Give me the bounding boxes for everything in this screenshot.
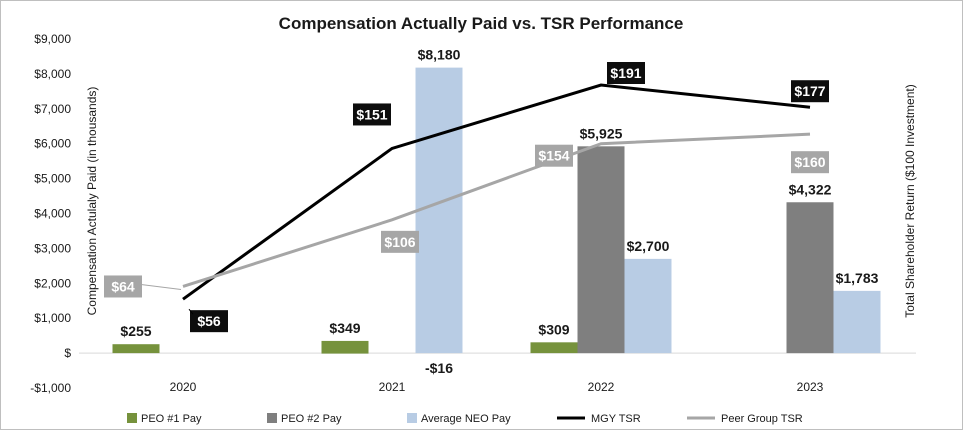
legend: PEO #1 Pay PEO #2 Pay Average NEO Pay MGY T… bbox=[127, 413, 803, 425]
peer-tsr-label-box bbox=[535, 144, 573, 167]
legend-label: PEO #1 Pay bbox=[141, 413, 202, 425]
mgy-tsr-label: $177 bbox=[794, 83, 825, 99]
legend-swatch bbox=[407, 413, 417, 423]
legend-label: PEO #2 Pay bbox=[281, 413, 342, 425]
x-tick-label: 2020 bbox=[170, 380, 197, 394]
peer-tsr-label: $160 bbox=[794, 154, 825, 170]
y-tick-label: $6,000 bbox=[34, 137, 71, 151]
y-tick-label: -$1,000 bbox=[30, 381, 71, 395]
mgy-tsr-label: $191 bbox=[610, 65, 641, 81]
bar-value-label: $349 bbox=[329, 320, 360, 336]
bar-peo-1-pay-2020 bbox=[112, 344, 160, 354]
mgy-tsr-label-box bbox=[607, 62, 645, 85]
legend-swatch bbox=[127, 413, 137, 423]
x-tick-label: 2021 bbox=[379, 380, 406, 394]
tsr-data-labels: $56 $151 $191 $177 $64 $106 $154 $160 bbox=[104, 62, 829, 333]
y-tick-label: $ bbox=[64, 346, 71, 360]
y-tick-label: $5,000 bbox=[34, 172, 71, 186]
y-tick-label: $8,000 bbox=[34, 67, 71, 81]
x-tick-label: 2023 bbox=[797, 380, 824, 394]
peer-tsr-label: $64 bbox=[111, 278, 135, 294]
bar-value-label: $309 bbox=[538, 321, 569, 337]
y-axis-ticks: -$1,000 $ $1,000 $2,000 $3,000 $4,000 $5,000 $6… bbox=[30, 32, 71, 395]
peer-tsr-label-box bbox=[104, 275, 142, 298]
leader-line bbox=[188, 308, 194, 315]
y-tick-label: $3,000 bbox=[34, 241, 71, 255]
x-axis-labels: 2020 2021 2022 2023 bbox=[170, 380, 824, 394]
peer-tsr-label-box bbox=[381, 230, 419, 253]
y-tick-label: $7,000 bbox=[34, 102, 71, 116]
peer-tsr-label-box bbox=[791, 151, 829, 174]
bar-data-labels: $255 -$16 $309 $349 $5,925 $4,322 $8,180 $2,700… bbox=[120, 47, 878, 376]
y-tick-label: $4,000 bbox=[34, 207, 71, 221]
bar-peo-1-pay-2021 bbox=[321, 340, 369, 354]
line-peer-group-tsr bbox=[182, 132, 811, 288]
y-tick-label: $9,000 bbox=[34, 32, 71, 46]
legend-label: Average NEO Pay bbox=[421, 413, 511, 425]
mgy-tsr-label-box bbox=[791, 80, 829, 103]
bar-value-label: $5,925 bbox=[580, 125, 623, 141]
mgy-tsr-label: $56 bbox=[197, 313, 221, 329]
x-tick-label: 2022 bbox=[588, 380, 615, 394]
peer-tsr-label: $106 bbox=[384, 234, 415, 250]
mgy-tsr-label: $151 bbox=[356, 106, 387, 122]
bar-peo-1-pay-2022 bbox=[530, 342, 578, 354]
y-tick-label: $1,000 bbox=[34, 311, 71, 325]
legend-label: MGY TSR bbox=[591, 413, 641, 425]
bar-peo-2-pay-2023 bbox=[786, 202, 834, 354]
legend-label: Peer Group TSR bbox=[721, 413, 803, 425]
bar-average-neo-pay-2022 bbox=[624, 258, 672, 354]
y-tick-label: $2,000 bbox=[34, 276, 71, 290]
bar-average-neo-pay-2023 bbox=[833, 290, 881, 354]
chart-title: Compensation Actually Paid vs. TSR Perfo… bbox=[279, 14, 684, 33]
bar-peo-2-pay-2022 bbox=[577, 146, 625, 354]
bar-value-label: -$16 bbox=[425, 360, 453, 376]
bar-value-label: $2,700 bbox=[627, 238, 670, 254]
mgy-tsr-label-box bbox=[353, 103, 391, 126]
tsr-lines bbox=[182, 83, 811, 301]
legend-swatch bbox=[267, 413, 277, 423]
bar-average-neo-pay-2021 bbox=[415, 67, 463, 354]
peer-tsr-label: $154 bbox=[538, 148, 569, 164]
bar-value-label: $4,322 bbox=[789, 181, 832, 197]
bars bbox=[112, 67, 881, 354]
y2-axis-title: Total Shareholder Return ($100 Investmen… bbox=[903, 84, 917, 317]
line-mgy-tsr bbox=[182, 83, 811, 301]
leader-line bbox=[140, 283, 182, 290]
bar-value-label: $8,180 bbox=[418, 47, 461, 63]
bar-peo-1-pay-2021 bbox=[321, 353, 369, 354]
y-axis-title: Compensation Actulaly Paid (in thousands… bbox=[85, 87, 99, 316]
mgy-tsr-label-box bbox=[190, 310, 228, 333]
bar-value-label: $255 bbox=[120, 323, 151, 339]
bar-value-label: $1,783 bbox=[836, 270, 879, 286]
